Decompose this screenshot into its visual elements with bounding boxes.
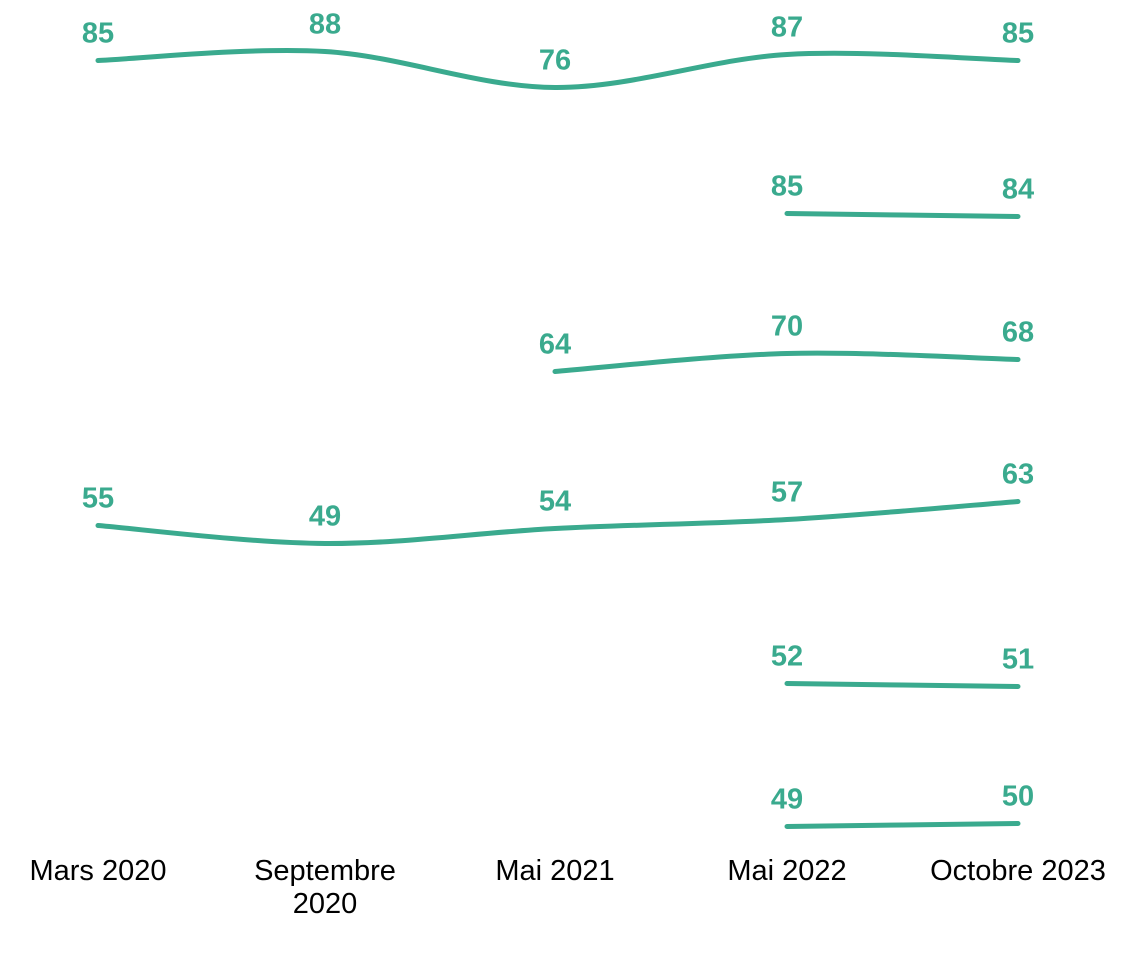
series-3: 64 70 68 [539, 311, 1034, 374]
data-label: 57 [771, 477, 803, 509]
data-label: 68 [1002, 317, 1034, 349]
data-label: 54 [539, 486, 571, 518]
data-label: 88 [309, 9, 341, 41]
series-6: 49 50 [771, 781, 1034, 829]
data-label: 51 [1002, 644, 1034, 676]
series-5: 52 51 [771, 641, 1034, 689]
data-label: 49 [771, 784, 803, 816]
data-label: 76 [539, 45, 571, 77]
x-tick-label: Octobre 2023 [930, 855, 1106, 887]
data-label: 85 [771, 171, 803, 203]
data-label: 85 [82, 18, 114, 50]
x-axis: Mars 2020 Septembre 2020 Mai 2021 Mai 2022 Oc… [29, 855, 1105, 920]
data-label: 70 [771, 311, 803, 343]
data-label: 63 [1002, 459, 1034, 491]
data-label: 52 [771, 641, 803, 673]
series-4: 55 49 54 57 63 [82, 459, 1034, 547]
data-label: 49 [309, 501, 341, 533]
data-label: 85 [1002, 18, 1034, 50]
x-tick-label: Mars 2020 [29, 855, 166, 887]
series-1: 85 88 76 87 85 [82, 9, 1034, 91]
x-tick-label: Mai 2022 [727, 855, 846, 887]
series-6-line [784, 821, 1021, 829]
data-label: 87 [771, 12, 803, 44]
data-label: 64 [539, 329, 571, 361]
series-2-line [784, 211, 1021, 219]
series-2: 85 84 [771, 171, 1034, 219]
data-label: 50 [1002, 781, 1034, 813]
series-3-line [552, 350, 1021, 374]
data-label: 55 [82, 483, 114, 515]
x-tick-label: Septembre 2020 [254, 855, 396, 920]
series-layer: 85 88 76 87 85 85 84 64 70 68 55 49 54 57 63 52 51 49 50 [82, 9, 1034, 829]
data-label: 84 [1002, 174, 1034, 206]
x-tick-label: Mai 2021 [495, 855, 614, 887]
series-5-line [784, 681, 1021, 689]
